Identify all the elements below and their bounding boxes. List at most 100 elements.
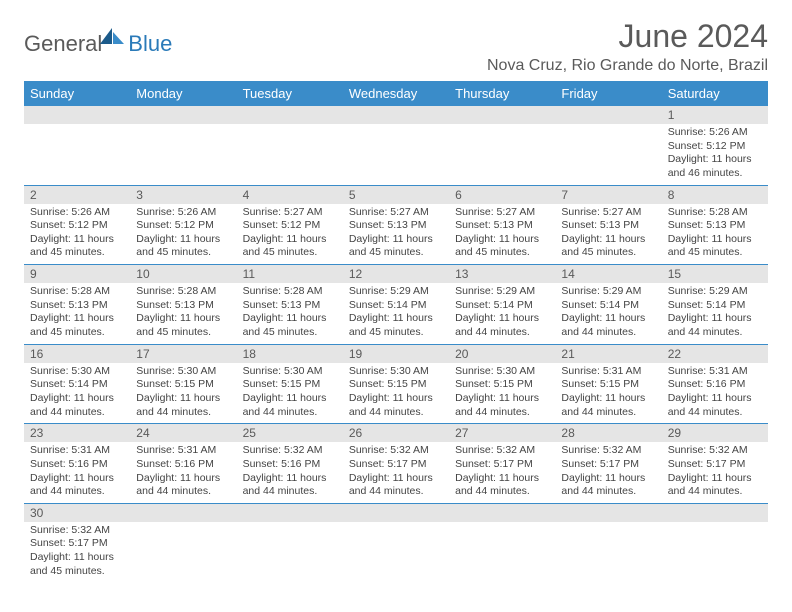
day-ss: Sunset: 5:12 PM: [136, 219, 230, 233]
day-dl: Daylight: 11 hours and 44 minutes.: [243, 392, 337, 419]
day-sr: Sunrise: 5:31 AM: [668, 365, 762, 379]
day-content: Sunrise: 5:30 AMSunset: 5:15 PMDaylight:…: [237, 363, 343, 424]
day-dl: Daylight: 11 hours and 45 minutes.: [30, 233, 124, 260]
weekday-header: Monday: [130, 81, 236, 106]
day-sr: Sunrise: 5:31 AM: [561, 365, 655, 379]
day-content: Sunrise: 5:31 AMSunset: 5:15 PMDaylight:…: [555, 363, 661, 424]
day-ss: Sunset: 5:14 PM: [455, 299, 549, 313]
day-dl: Daylight: 11 hours and 45 minutes.: [668, 233, 762, 260]
calendar-day-cell: [662, 503, 768, 582]
day-ss: Sunset: 5:13 PM: [668, 219, 762, 233]
day-number-empty: [237, 504, 343, 522]
day-number-empty: [343, 106, 449, 124]
day-content: Sunrise: 5:28 AMSunset: 5:13 PMDaylight:…: [237, 283, 343, 344]
day-number: 8: [662, 186, 768, 204]
day-content: Sunrise: 5:30 AMSunset: 5:14 PMDaylight:…: [24, 363, 130, 424]
day-sr: Sunrise: 5:31 AM: [30, 444, 124, 458]
calendar-day-cell: [449, 503, 555, 582]
day-ss: Sunset: 5:17 PM: [455, 458, 549, 472]
day-dl: Daylight: 11 hours and 44 minutes.: [668, 312, 762, 339]
day-ss: Sunset: 5:13 PM: [561, 219, 655, 233]
weekday-header: Thursday: [449, 81, 555, 106]
day-dl: Daylight: 11 hours and 45 minutes.: [349, 312, 443, 339]
day-sr: Sunrise: 5:26 AM: [30, 206, 124, 220]
day-sr: Sunrise: 5:27 AM: [349, 206, 443, 220]
day-dl: Daylight: 11 hours and 45 minutes.: [30, 551, 124, 578]
calendar-day-cell: 3Sunrise: 5:26 AMSunset: 5:12 PMDaylight…: [130, 185, 236, 265]
day-sr: Sunrise: 5:28 AM: [243, 285, 337, 299]
day-dl: Daylight: 11 hours and 44 minutes.: [30, 392, 124, 419]
day-content: Sunrise: 5:28 AMSunset: 5:13 PMDaylight:…: [24, 283, 130, 344]
day-dl: Daylight: 11 hours and 45 minutes.: [136, 312, 230, 339]
calendar-day-cell: 5Sunrise: 5:27 AMSunset: 5:13 PMDaylight…: [343, 185, 449, 265]
day-content: Sunrise: 5:26 AMSunset: 5:12 PMDaylight:…: [130, 204, 236, 265]
day-sr: Sunrise: 5:27 AM: [455, 206, 549, 220]
month-title: June 2024: [487, 18, 768, 55]
calendar-day-cell: [343, 503, 449, 582]
day-content: Sunrise: 5:29 AMSunset: 5:14 PMDaylight:…: [343, 283, 449, 344]
day-number-empty: [24, 106, 130, 124]
day-dl: Daylight: 11 hours and 45 minutes.: [136, 233, 230, 260]
day-sr: Sunrise: 5:31 AM: [136, 444, 230, 458]
calendar-week-row: 1Sunrise: 5:26 AMSunset: 5:12 PMDaylight…: [24, 106, 768, 185]
day-sr: Sunrise: 5:32 AM: [668, 444, 762, 458]
day-number-empty: [449, 504, 555, 522]
logo-text-general: General: [24, 31, 102, 57]
day-sr: Sunrise: 5:26 AM: [136, 206, 230, 220]
calendar-week-row: 16Sunrise: 5:30 AMSunset: 5:14 PMDayligh…: [24, 344, 768, 424]
calendar-day-cell: 2Sunrise: 5:26 AMSunset: 5:12 PMDaylight…: [24, 185, 130, 265]
day-content: Sunrise: 5:32 AMSunset: 5:17 PMDaylight:…: [449, 442, 555, 503]
calendar-day-cell: [24, 106, 130, 185]
day-dl: Daylight: 11 hours and 44 minutes.: [136, 392, 230, 419]
day-number: 28: [555, 424, 661, 442]
day-number: 25: [237, 424, 343, 442]
day-sr: Sunrise: 5:32 AM: [455, 444, 549, 458]
day-number: 18: [237, 345, 343, 363]
calendar-day-cell: 11Sunrise: 5:28 AMSunset: 5:13 PMDayligh…: [237, 265, 343, 345]
day-dl: Daylight: 11 hours and 44 minutes.: [561, 312, 655, 339]
weekday-header: Friday: [555, 81, 661, 106]
day-number: 10: [130, 265, 236, 283]
day-number: 5: [343, 186, 449, 204]
calendar-day-cell: [130, 503, 236, 582]
calendar-week-row: 9Sunrise: 5:28 AMSunset: 5:13 PMDaylight…: [24, 265, 768, 345]
day-ss: Sunset: 5:13 PM: [243, 299, 337, 313]
day-content: Sunrise: 5:29 AMSunset: 5:14 PMDaylight:…: [662, 283, 768, 344]
day-ss: Sunset: 5:14 PM: [668, 299, 762, 313]
day-dl: Daylight: 11 hours and 45 minutes.: [243, 233, 337, 260]
day-sr: Sunrise: 5:26 AM: [668, 126, 762, 140]
day-content: Sunrise: 5:30 AMSunset: 5:15 PMDaylight:…: [449, 363, 555, 424]
day-content: Sunrise: 5:31 AMSunset: 5:16 PMDaylight:…: [24, 442, 130, 503]
day-content: Sunrise: 5:26 AMSunset: 5:12 PMDaylight:…: [662, 124, 768, 185]
day-ss: Sunset: 5:14 PM: [561, 299, 655, 313]
calendar-day-cell: [555, 106, 661, 185]
day-sr: Sunrise: 5:29 AM: [455, 285, 549, 299]
day-number-empty: [130, 504, 236, 522]
calendar-day-cell: 1Sunrise: 5:26 AMSunset: 5:12 PMDaylight…: [662, 106, 768, 185]
day-ss: Sunset: 5:13 PM: [136, 299, 230, 313]
calendar-day-cell: 22Sunrise: 5:31 AMSunset: 5:16 PMDayligh…: [662, 344, 768, 424]
day-number: 13: [449, 265, 555, 283]
day-content: Sunrise: 5:32 AMSunset: 5:17 PMDaylight:…: [555, 442, 661, 503]
day-number-empty: [555, 106, 661, 124]
calendar-day-cell: [449, 106, 555, 185]
calendar-day-cell: [555, 503, 661, 582]
day-number: 29: [662, 424, 768, 442]
day-number: 15: [662, 265, 768, 283]
day-dl: Daylight: 11 hours and 44 minutes.: [668, 392, 762, 419]
day-sr: Sunrise: 5:29 AM: [561, 285, 655, 299]
day-number: 3: [130, 186, 236, 204]
location-text: Nova Cruz, Rio Grande do Norte, Brazil: [487, 57, 768, 75]
day-sr: Sunrise: 5:32 AM: [561, 444, 655, 458]
day-dl: Daylight: 11 hours and 44 minutes.: [561, 392, 655, 419]
day-sr: Sunrise: 5:32 AM: [30, 524, 124, 538]
weekday-header: Wednesday: [343, 81, 449, 106]
day-dl: Daylight: 11 hours and 44 minutes.: [455, 472, 549, 499]
day-number-empty: [662, 504, 768, 522]
day-ss: Sunset: 5:16 PM: [668, 378, 762, 392]
day-number: 20: [449, 345, 555, 363]
day-ss: Sunset: 5:15 PM: [349, 378, 443, 392]
day-ss: Sunset: 5:15 PM: [455, 378, 549, 392]
day-number: 6: [449, 186, 555, 204]
day-ss: Sunset: 5:16 PM: [136, 458, 230, 472]
